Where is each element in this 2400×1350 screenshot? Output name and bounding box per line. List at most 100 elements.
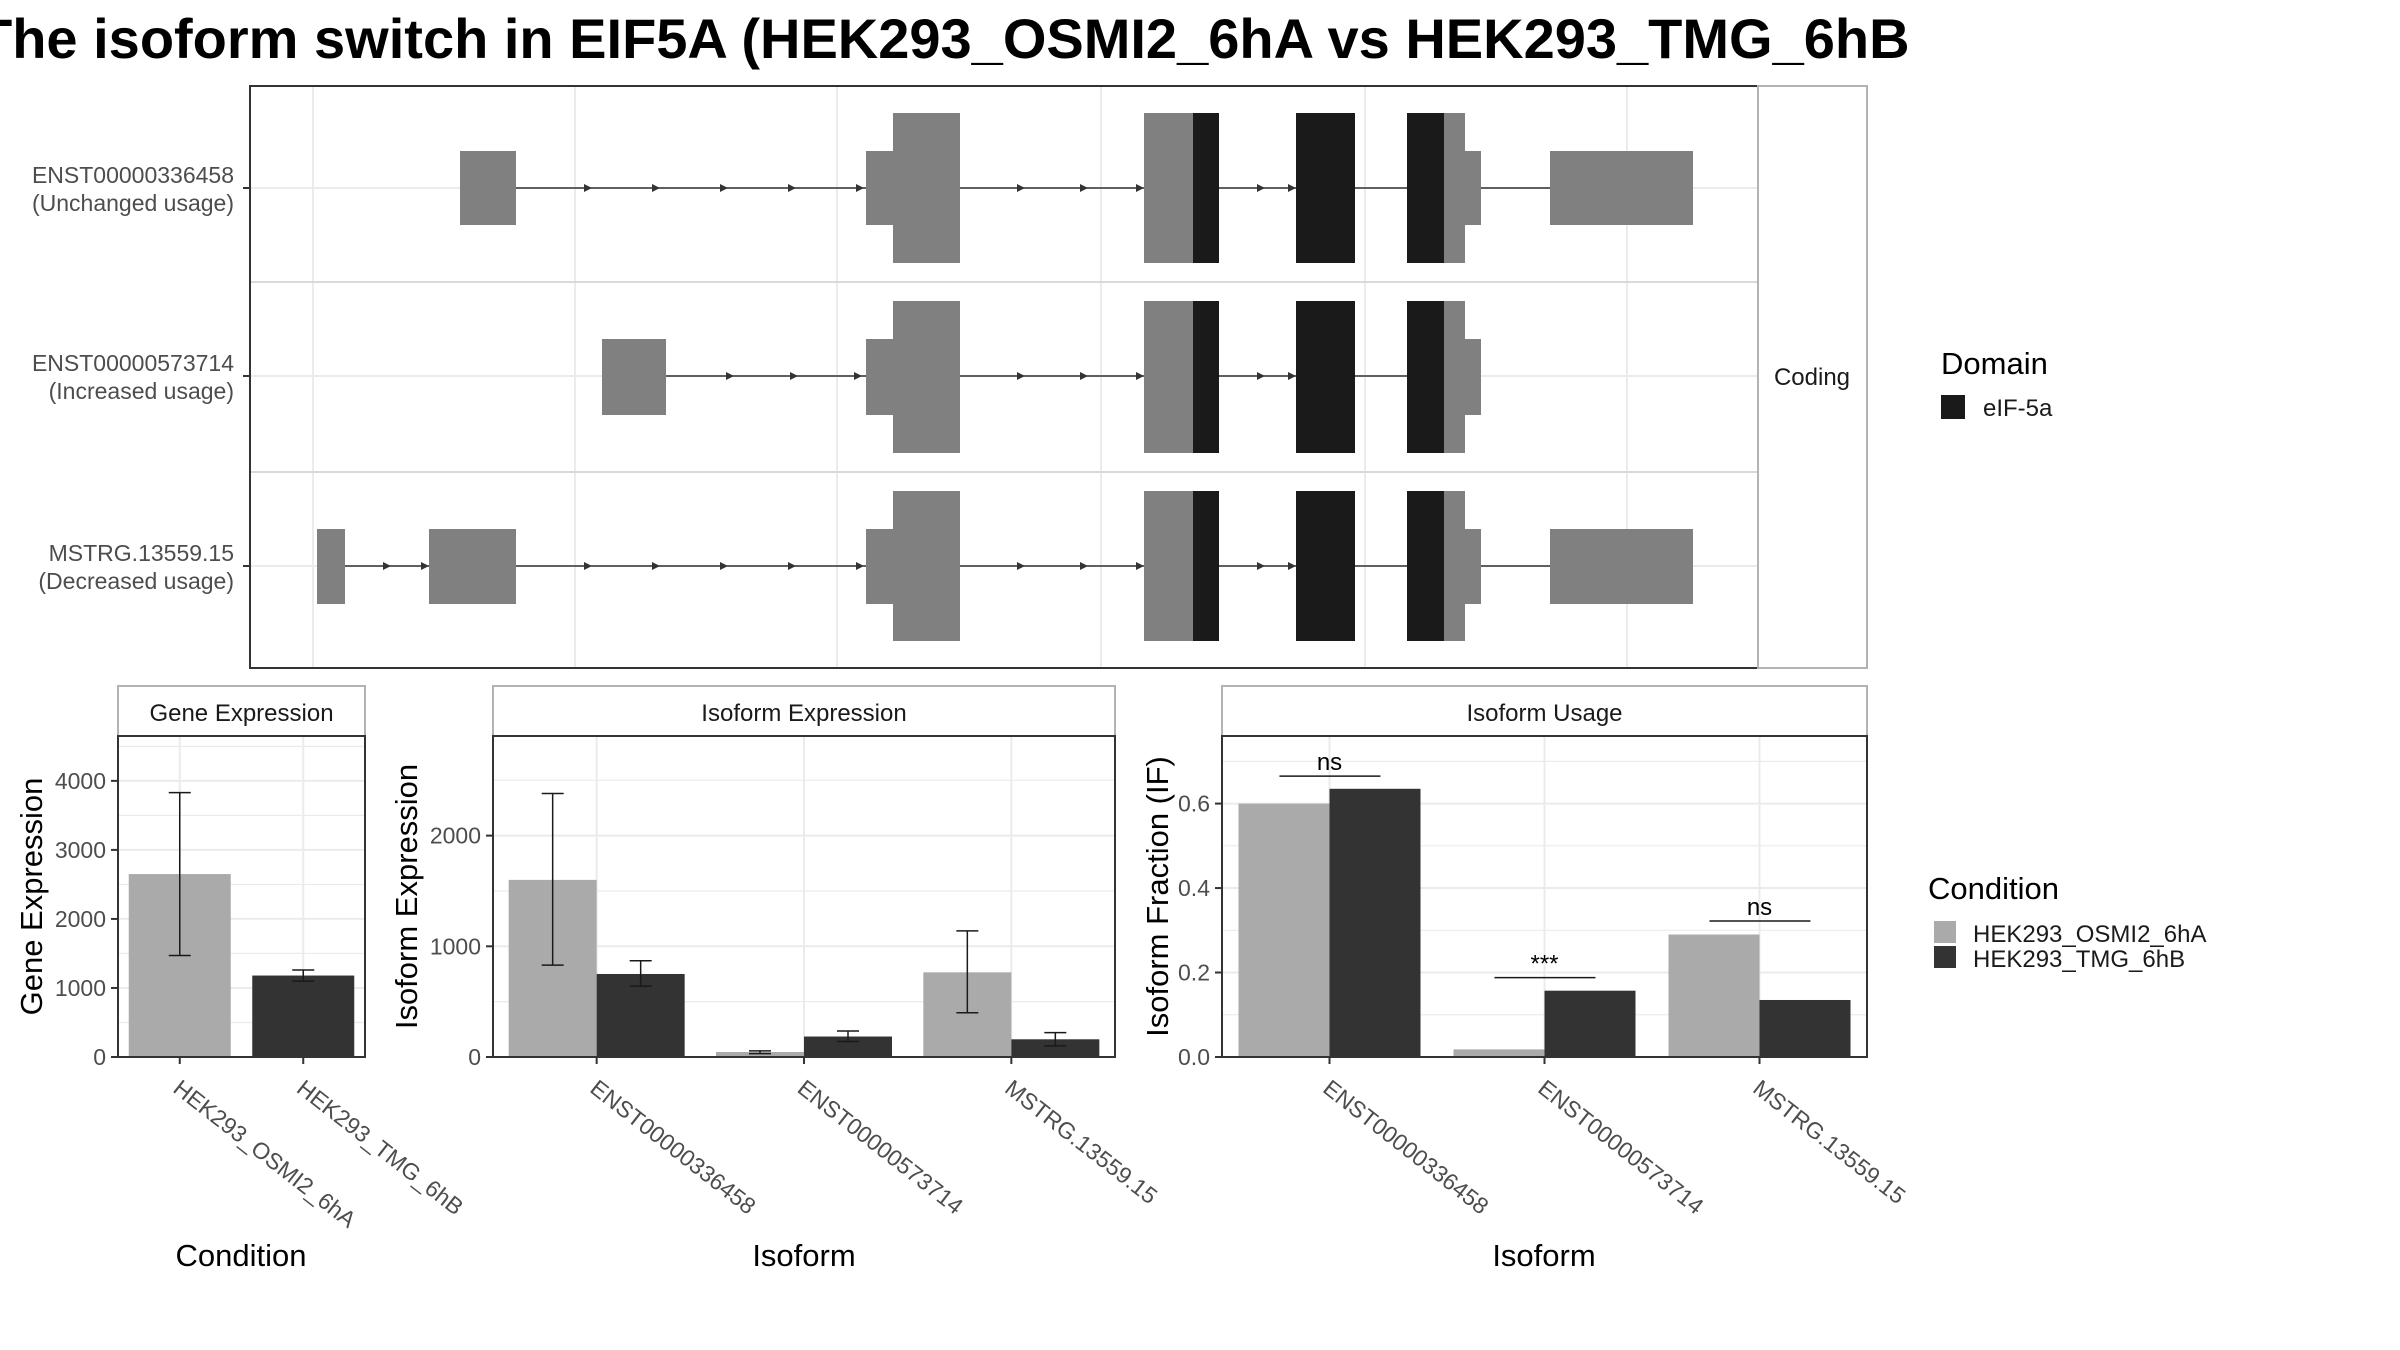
exon-coding	[893, 491, 960, 641]
panel-border	[117, 735, 366, 1058]
bar-HEK293_TMG_6hB-HEK293_TMG_6hB	[252, 975, 355, 1057]
bar-MSTRG.13559.15-HEK293_OSMI2_6hA	[1668, 934, 1760, 1057]
bar-MSTRG.13559.15-HEK293_TMG_6hB	[1011, 1039, 1100, 1057]
error-bar	[629, 959, 652, 987]
x-tick-label: ENST00000336458	[1318, 1074, 1493, 1219]
bar-ENST00000336458-HEK293_OSMI2_6hA	[1238, 803, 1330, 1057]
bar-ENST00000573714-HEK293_OSMI2_6hA	[1453, 1049, 1545, 1057]
y-tick-label: 1000	[55, 975, 106, 1001]
condition-legend-title: Condition	[1928, 871, 2059, 906]
isoform-track-ENST00000336458	[460, 113, 1693, 263]
error-bar	[837, 1030, 859, 1043]
significance-label: ns	[1317, 749, 1342, 776]
facet-label-coding: Coding	[1774, 364, 1850, 391]
bar-ENST00000573714-HEK293_TMG_6hB	[804, 1036, 892, 1057]
error-bar	[749, 1050, 771, 1055]
x-tick-label: ENST00000336458	[586, 1074, 761, 1219]
significance-label: ***	[1530, 951, 1558, 978]
isoform-structure-panel: Coding ENST00000336458 (Unchanged usage)…	[32, 85, 1868, 669]
error-bar	[1044, 1031, 1067, 1047]
y-axis-title: Gene Expression	[14, 778, 49, 1016]
facet-strip-coding	[1757, 85, 1868, 669]
bar-ENST00000573714-HEK293_TMG_6hB	[1544, 990, 1636, 1057]
exon-coding	[1144, 113, 1193, 263]
error-bar	[541, 792, 564, 966]
isoform-usage-panel: Isoform Usage ns *** ns 0.0 0.2 0.4 0.6 ENST0000…	[1140, 685, 1911, 1273]
error-bar	[956, 930, 979, 1014]
panel-strip	[117, 685, 366, 737]
exon-coding	[1144, 301, 1193, 453]
exon-coding	[1444, 301, 1465, 453]
y-tick-label: 4000	[55, 768, 106, 794]
y-tick-label: 2000	[430, 823, 481, 849]
bar-ENST00000336458-HEK293_TMG_6hB	[1329, 788, 1421, 1057]
exon-utr	[1550, 151, 1693, 225]
panel-strip	[492, 685, 1116, 737]
exon-utr	[866, 339, 893, 415]
domain-eif5a	[1407, 491, 1444, 641]
x-tick-label: ENST00000573714	[1533, 1074, 1708, 1219]
x-tick-label: MSTRG.13559.15	[1000, 1074, 1162, 1209]
bar-MSTRG.13559.15-HEK293_TMG_6hB	[1759, 999, 1851, 1057]
domain-legend-title: Domain	[1941, 346, 2048, 381]
y-tick-label: 0.2	[1178, 960, 1210, 986]
error-bar	[168, 791, 191, 957]
isoform-label-id: ENST00000573714	[32, 350, 234, 376]
isoform-label-usage: (Increased usage)	[49, 378, 234, 404]
exon-coding	[893, 301, 960, 453]
isoform-track-MSTRG.13559.15	[317, 491, 1693, 641]
isoform-track-ENST00000573714	[602, 301, 1481, 453]
x-axis-title: Condition	[176, 1238, 307, 1273]
isoform-label-id: MSTRG.13559.15	[49, 540, 234, 566]
y-tick-label: 0	[468, 1044, 481, 1070]
y-tick-label: 2000	[55, 906, 106, 932]
y-tick-label: 0.0	[1178, 1044, 1210, 1070]
domain-eif5a	[1296, 491, 1355, 641]
isoform-label-usage: (Decreased usage)	[38, 568, 234, 594]
domain-eif5a	[1193, 491, 1219, 641]
domain-eif5a	[1193, 113, 1219, 263]
domain-legend-key	[1941, 395, 1965, 419]
exon-utr	[1550, 529, 1693, 604]
intron-direction-arrows	[383, 562, 1296, 570]
domain-legend-label: eIF-5a	[1983, 395, 2053, 422]
condition-legend-label-b: HEK293_TMG_6hB	[1973, 946, 2185, 973]
domain-eif5a	[1296, 301, 1355, 453]
exon-utr	[1465, 339, 1481, 415]
exon-utr	[1465, 151, 1481, 225]
condition-legend-key-b	[1934, 946, 1956, 968]
y-tick-label: 0	[93, 1044, 106, 1070]
isoform-expression-panel: Isoform Expression 0 1000 2000 ENST000003364…	[389, 685, 1162, 1273]
exon-coding	[1144, 491, 1193, 641]
significance-label: ns	[1747, 894, 1772, 921]
y-tick-label: 3000	[55, 837, 106, 863]
domain-eif5a	[1407, 113, 1444, 263]
figure-title: The isoform switch in EIF5A (HEK293_OSMI…	[0, 7, 1910, 70]
exon-utr	[866, 151, 893, 225]
exon-coding	[893, 113, 960, 263]
x-tick-label: MSTRG.13559.15	[1748, 1074, 1910, 1209]
y-axis-title: Isoform Expression	[389, 764, 424, 1029]
bar-ENST00000573714-HEK293_OSMI2_6hA	[716, 1052, 804, 1057]
panel-strip-title: Isoform Usage	[1466, 700, 1622, 727]
x-tick-label: ENST00000573714	[793, 1074, 968, 1219]
condition-legend: Condition HEK293_OSMI2_6hA HEK293_TMG_6h…	[1928, 871, 2206, 973]
domain-eif5a	[1407, 301, 1444, 453]
exon-utr	[317, 529, 345, 604]
isoform-label-id: ENST00000336458	[32, 162, 234, 188]
panel-strip-title: Gene Expression	[149, 700, 333, 727]
exon-coding	[1444, 491, 1465, 641]
exon-coding	[1444, 113, 1465, 263]
bar-ENST00000336458-HEK293_TMG_6hB	[596, 973, 685, 1057]
panel-strip-title: Isoform Expression	[701, 700, 906, 727]
intron-direction-arrows	[726, 372, 1296, 380]
x-axis-title: Isoform	[752, 1238, 855, 1273]
exon-utr	[460, 151, 516, 225]
isoform-label-usage: (Unchanged usage)	[32, 190, 234, 216]
intron-direction-arrows	[584, 184, 1296, 192]
y-tick-label: 0.4	[1178, 875, 1210, 901]
y-tick-label: 1000	[430, 933, 481, 959]
domain-legend: Domain eIF-5a	[1941, 346, 2053, 422]
error-bar	[292, 969, 315, 982]
